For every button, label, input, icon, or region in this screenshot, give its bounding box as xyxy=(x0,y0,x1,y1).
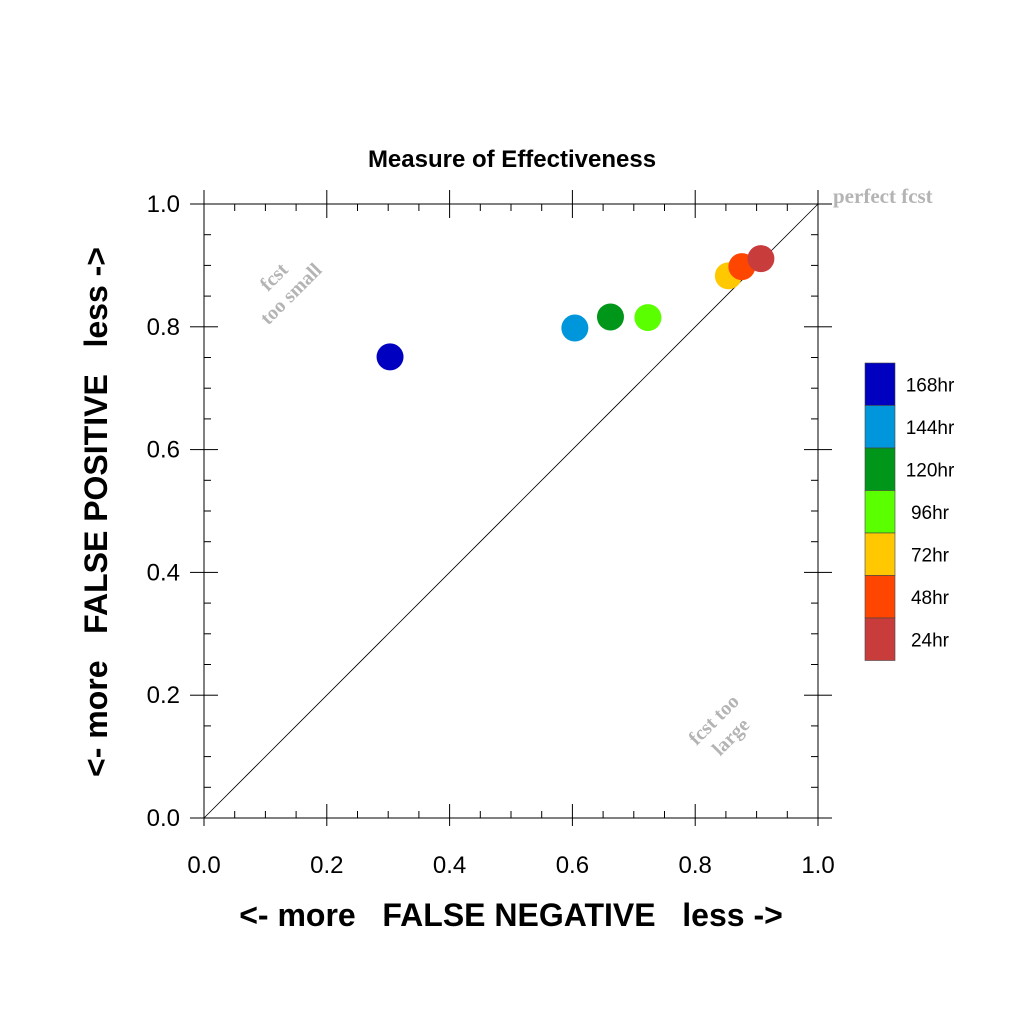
annotation-too-large: fcst too large xyxy=(685,691,755,761)
point-24hr xyxy=(747,245,775,273)
axis-ticks xyxy=(190,190,832,826)
x-tick-label: 1.0 xyxy=(801,852,834,879)
legend-swatch-168hr xyxy=(864,362,896,406)
x-tick-label: 0.6 xyxy=(556,852,589,879)
legend-label-144hr: 144hr xyxy=(906,418,955,439)
legend-swatch-72hr xyxy=(864,532,896,576)
data-points xyxy=(376,245,775,371)
annotation-perfect-fcst: perfect fcst xyxy=(833,184,933,208)
x-axis-label: <- more FALSE NEGATIVE less -> xyxy=(239,897,783,933)
annotation-too-small: fcst too small xyxy=(256,259,327,330)
perfect-forecast-diagonal xyxy=(203,203,819,819)
point-144hr xyxy=(561,314,589,342)
chart-title: Measure of Effectiveness xyxy=(368,146,656,173)
legend-swatch-144hr xyxy=(864,405,896,449)
legend-label-96hr: 96hr xyxy=(911,503,950,524)
y-axis-label: <- more FALSE POSITIVE less -> xyxy=(78,247,114,777)
legend-label-120hr: 120hr xyxy=(906,460,955,481)
y-tick-labels: 0.0 0.2 0.4 0.6 0.8 1.0 xyxy=(147,191,180,832)
legend-swatch-48hr xyxy=(864,575,896,619)
plot-area: 0.0 0.2 0.4 0.6 0.8 1.0 0.0 0.2 0.4 0.6 0.8 1.0 xyxy=(147,190,835,879)
point-168hr xyxy=(376,343,404,371)
legend-label-48hr: 48hr xyxy=(911,588,950,609)
legend-label-24hr: 24hr xyxy=(911,630,950,651)
legend-label-72hr: 72hr xyxy=(911,545,950,566)
legend-swatch-24hr xyxy=(864,617,896,661)
legend-swatch-120hr xyxy=(864,447,896,491)
point-96hr xyxy=(634,304,662,332)
point-120hr xyxy=(596,303,624,331)
y-tick-label: 1.0 xyxy=(147,191,180,218)
y-tick-label: 0.4 xyxy=(147,559,180,586)
x-tick-label: 0.8 xyxy=(679,852,712,879)
legend: 168hr 144hr 120hr 96hr 72hr 48hr 24hr xyxy=(864,362,955,661)
y-tick-label: 0.6 xyxy=(147,437,180,464)
x-tick-label: 0.4 xyxy=(433,852,466,879)
x-tick-labels: 0.0 0.2 0.4 0.6 0.8 1.0 xyxy=(187,852,834,879)
x-tick-label: 0.2 xyxy=(310,852,343,879)
legend-swatch-96hr xyxy=(864,490,896,534)
legend-label-168hr: 168hr xyxy=(906,375,955,396)
y-tick-label: 0.0 xyxy=(147,805,180,832)
y-tick-label: 0.8 xyxy=(147,314,180,341)
x-tick-label: 0.0 xyxy=(187,852,220,879)
y-tick-label: 0.2 xyxy=(147,682,180,709)
